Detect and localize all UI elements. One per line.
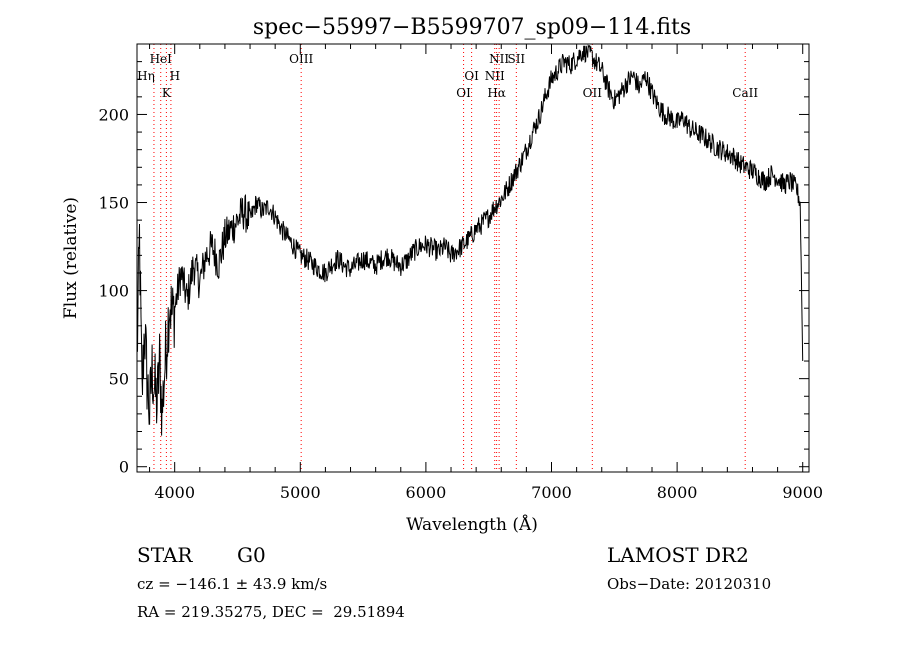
marker-label: OIII	[289, 52, 313, 66]
x-tick-label: 6000	[406, 483, 447, 502]
marker-label: CaII	[732, 86, 758, 100]
marker-label: SII	[507, 52, 525, 66]
y-axis: 0 50 100 150 200	[98, 61, 809, 477]
x-tick-label: 8000	[657, 483, 698, 502]
obs-date: Obs−Date: 20120310	[607, 575, 772, 593]
x-axis-label: Wavelength (Å)	[406, 514, 538, 535]
x-tick-label: 9000	[782, 483, 823, 502]
redshift-cz: cz = −146.1 ± 43.9 km/s	[137, 575, 328, 593]
y-axis-label: Flux (relative)	[61, 197, 81, 319]
marker-lines	[153, 44, 746, 472]
marker-label: Hη	[137, 69, 155, 83]
x-tick-label: 4000	[154, 483, 195, 502]
coordinates: RA = 219.35275, DEC = 29.51894	[137, 603, 405, 621]
spectrum-line	[136, 44, 804, 436]
marker-label: OII	[583, 86, 603, 100]
marker-label: H	[170, 69, 180, 83]
object-class: STAR	[137, 543, 193, 567]
y-tick-label: 0	[119, 458, 129, 477]
marker-label: NII	[485, 69, 505, 83]
y-tick-label: 50	[109, 370, 129, 389]
y-tick-label: 150	[98, 194, 129, 213]
y-tick-label: 200	[98, 105, 129, 124]
marker-label: K	[162, 86, 172, 100]
marker-label: HeI	[150, 52, 173, 66]
x-axis: 4000 5000 6000 7000 8000 9000	[149, 44, 823, 502]
marker-label: NII	[489, 52, 509, 66]
x-tick-label: 5000	[280, 483, 321, 502]
survey-name: LAMOST DR2	[607, 543, 749, 567]
marker-label: OI	[456, 86, 471, 100]
x-tick-label: 7000	[531, 483, 572, 502]
y-tick-label: 100	[98, 282, 129, 301]
subclass: G0	[237, 543, 266, 567]
marker-label: OI	[464, 69, 479, 83]
marker-label: Hα	[487, 86, 506, 100]
chart-title: spec−55997−B5599707_sp09−114.fits	[253, 15, 691, 40]
plot-frame	[136, 43, 810, 473]
